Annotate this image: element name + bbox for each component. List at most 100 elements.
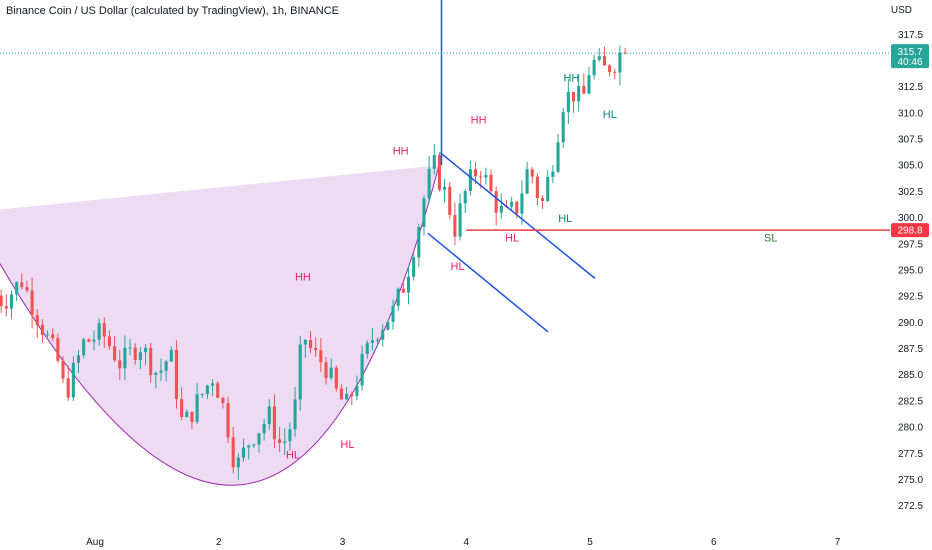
candle-body xyxy=(355,385,359,397)
candle-body xyxy=(566,91,570,113)
annotation-label: HL xyxy=(505,233,519,245)
annotation-label: HH xyxy=(563,72,579,84)
time-axis: Aug 2 3 4 5 6 7 xyxy=(86,537,841,548)
candle-body xyxy=(334,367,338,389)
candle-body xyxy=(40,324,44,335)
price-tags-layer: 315.740:46 298.8 xyxy=(891,44,929,238)
candle-body xyxy=(35,315,39,325)
candle-body xyxy=(185,411,189,417)
y-tick-label: 277.5 xyxy=(898,449,923,460)
last-price-tag xyxy=(891,44,929,69)
candle-body xyxy=(602,56,606,66)
candle-body xyxy=(360,354,364,386)
candle-body xyxy=(4,306,8,309)
candle-body xyxy=(221,397,225,404)
candle-body xyxy=(267,406,271,424)
x-tick-label: 3 xyxy=(340,537,346,548)
candle-body xyxy=(272,406,276,440)
annotation-label: HH xyxy=(295,271,311,283)
candle-body xyxy=(97,323,101,340)
candle-body xyxy=(339,388,344,400)
candle-body xyxy=(484,174,488,178)
candle-body xyxy=(61,360,65,379)
candle-body xyxy=(308,340,313,349)
candle-body xyxy=(293,399,297,430)
candle-body xyxy=(262,423,266,434)
candle-body xyxy=(577,85,581,102)
candle-body xyxy=(56,338,60,361)
candle-body xyxy=(143,347,148,353)
candle-body xyxy=(159,370,163,373)
x-tick-label: 6 xyxy=(711,537,717,548)
chart-title: Binance Coin / US Dollar (calculated by … xyxy=(6,5,340,17)
candle-body xyxy=(118,360,122,369)
candle-body xyxy=(236,457,240,468)
candle-body xyxy=(195,394,199,422)
candle-body xyxy=(525,169,529,194)
candle-body xyxy=(427,168,431,199)
y-tick-label: 292.5 xyxy=(898,292,923,303)
candle-body xyxy=(473,169,478,177)
candle-body xyxy=(417,226,421,258)
candle-body xyxy=(257,433,261,445)
candle-body xyxy=(437,155,441,190)
candle-body xyxy=(515,201,519,214)
candle-body xyxy=(180,399,184,417)
candle-body xyxy=(252,444,256,446)
cup-fill[interactable] xyxy=(0,165,440,486)
candle-body xyxy=(401,288,405,293)
candle-body xyxy=(479,176,483,178)
candle-body xyxy=(138,352,142,360)
candle-body xyxy=(608,65,612,73)
annotation-label: HH xyxy=(471,114,487,126)
candle-body xyxy=(489,174,493,192)
candle-body xyxy=(556,142,560,172)
candles-layer xyxy=(0,45,627,480)
candle-body xyxy=(46,334,50,336)
currency-label: USD xyxy=(890,5,912,16)
candle-body xyxy=(113,346,117,361)
candle-body xyxy=(345,393,349,400)
candle-body xyxy=(0,295,3,307)
candle-body xyxy=(216,383,220,398)
candle-body xyxy=(613,72,617,74)
candle-body xyxy=(510,201,514,207)
candle-body xyxy=(412,257,416,277)
candle-body xyxy=(298,344,302,400)
annotation-label: SL xyxy=(764,233,777,245)
annotation-label: HL xyxy=(451,261,465,273)
candle-body xyxy=(541,197,545,202)
candle-body xyxy=(174,349,179,400)
candle-body xyxy=(76,355,81,363)
candle-body xyxy=(381,329,385,340)
candle-body xyxy=(396,288,400,306)
candle-body xyxy=(546,176,550,202)
y-tick-label: 287.5 xyxy=(898,344,923,355)
price-axis: 272.5 275.0 277.5 280.0 282.5 285.0 287.5 290.0… xyxy=(0,30,923,512)
lower-trendline[interactable] xyxy=(427,232,549,333)
candle-body xyxy=(592,59,596,76)
candle-body xyxy=(618,52,622,73)
y-tick-label: 280.0 xyxy=(898,423,923,434)
last-price-text: 315.7 xyxy=(897,47,922,58)
candle-body xyxy=(319,350,323,363)
y-tick-label: 282.5 xyxy=(898,396,923,407)
cup-pattern-layer xyxy=(0,165,440,486)
candle-body xyxy=(448,186,452,215)
candle-body xyxy=(520,193,524,214)
candle-body xyxy=(149,347,153,375)
candle-body xyxy=(247,445,251,448)
candle-body xyxy=(71,362,75,398)
y-tick-label: 275.0 xyxy=(898,475,923,486)
candle-body xyxy=(561,112,565,143)
candle-body xyxy=(283,441,287,443)
candle-body xyxy=(530,169,534,177)
candle-body xyxy=(582,85,586,94)
candle-body xyxy=(278,439,282,443)
candle-body xyxy=(92,339,96,342)
candle-body xyxy=(494,191,498,213)
annotation-label: HL xyxy=(603,109,617,121)
candle-body xyxy=(211,383,215,386)
upper-trendline[interactable] xyxy=(439,152,596,279)
